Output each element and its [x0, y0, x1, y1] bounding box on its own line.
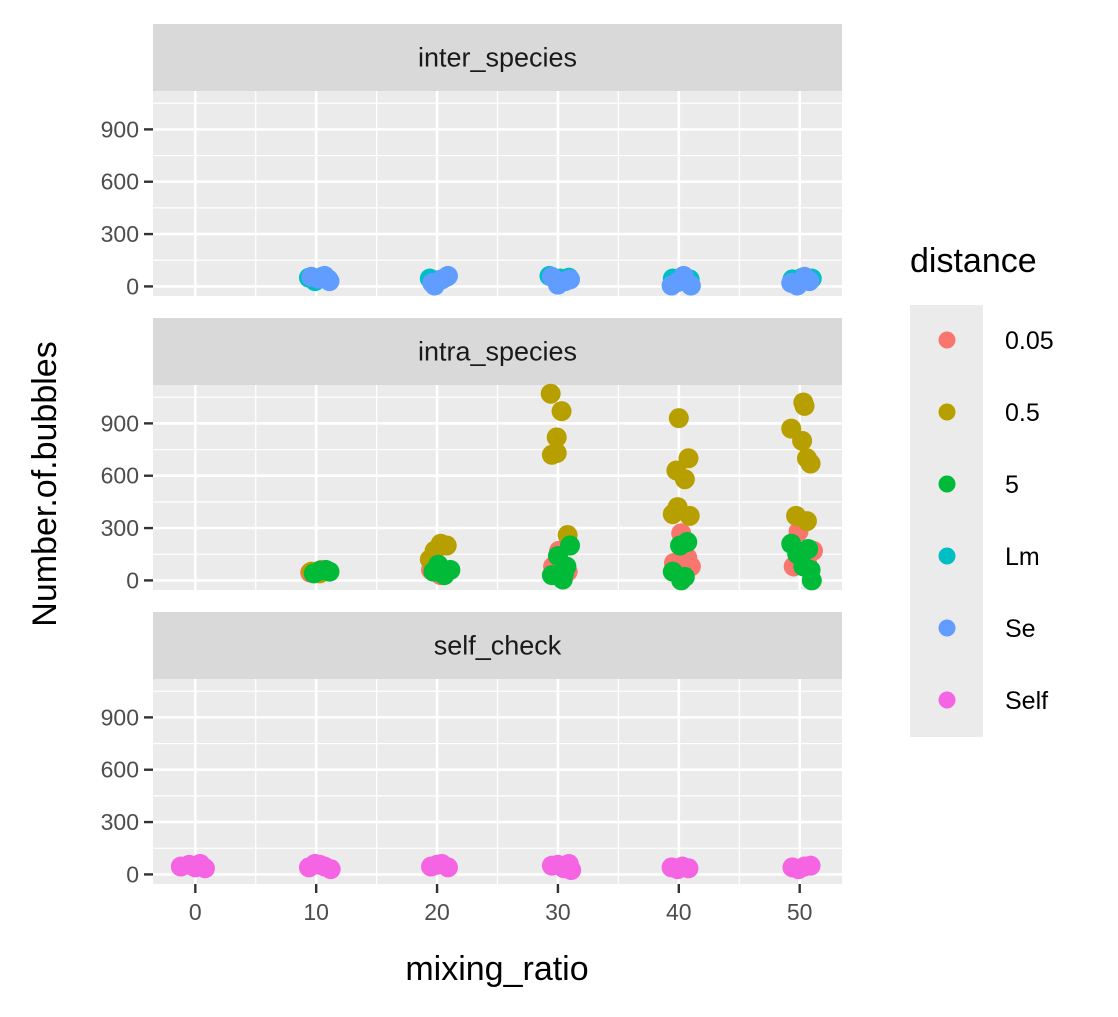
y-tick-label: 900 — [101, 116, 139, 142]
data-point — [792, 430, 813, 451]
y-axis-title: Number.of.bubbles — [26, 341, 64, 626]
legend-key-point — [938, 475, 956, 493]
legend-key-point — [938, 691, 956, 709]
legend-entry: 0.5 — [938, 399, 1040, 427]
x-axis: 0 10 20 30 40 50 — [189, 884, 813, 925]
legend-title: distance — [910, 242, 1037, 280]
legend-entry: 0.05 — [938, 327, 1054, 355]
facet-strip-label: self_check — [434, 631, 562, 661]
facet-strip — [153, 24, 842, 91]
data-point — [560, 269, 581, 290]
series-5 — [303, 532, 822, 591]
y-tick-label: 900 — [101, 410, 139, 436]
data-point — [798, 539, 819, 559]
legend-label: Se — [1005, 615, 1036, 643]
data-point — [424, 275, 445, 296]
y-tick-label: 600 — [101, 463, 139, 489]
y-tick-label: 300 — [101, 221, 139, 247]
y-tick-label: 600 — [101, 757, 139, 783]
facet-strip — [153, 612, 842, 679]
legend-key-point — [938, 331, 956, 349]
data-point — [553, 563, 574, 584]
legend-entry: Lm — [938, 543, 1040, 571]
y-tick-label: 300 — [101, 515, 139, 541]
legend-label: 0.05 — [1005, 327, 1054, 355]
data-point — [194, 858, 215, 879]
data-point — [678, 858, 699, 879]
legend-key-point — [938, 547, 956, 565]
series-se — [301, 265, 820, 296]
facet-panel-self-check: self_check 0 300 600 900 — [101, 612, 842, 887]
legend: distance 0.05 0.5 5 Lm Se Self — [910, 242, 1054, 737]
y-tick-label: 600 — [101, 169, 139, 195]
data-point — [800, 855, 821, 876]
legend-key-point — [938, 403, 956, 421]
data-point — [674, 469, 695, 490]
data-point — [440, 559, 461, 580]
data-point — [794, 395, 815, 416]
legend-key-background — [910, 305, 983, 737]
data-point — [551, 401, 572, 422]
data-point — [540, 383, 561, 404]
facet-panel-inter-species: inter_species 0 300 600 900 — [101, 24, 842, 299]
legend-entry: 5 — [938, 471, 1019, 499]
x-tick-label: 0 — [189, 899, 202, 925]
data-point — [678, 448, 699, 469]
x-tick-label: 50 — [787, 899, 813, 925]
data-point — [680, 275, 701, 296]
data-point — [801, 570, 822, 591]
data-point — [319, 561, 340, 582]
data-point — [561, 860, 582, 881]
data-point — [799, 271, 820, 292]
data-point — [796, 511, 817, 532]
legend-entry: Se — [938, 615, 1036, 643]
x-tick-label: 30 — [545, 899, 571, 925]
y-tick-label: 0 — [126, 567, 139, 593]
data-point — [546, 427, 567, 448]
data-point — [677, 532, 698, 553]
legend-entry: Self — [938, 687, 1048, 715]
panels-layer: inter_species 0 300 600 900 intra_species 0 300… — [101, 24, 842, 887]
x-tick-label: 10 — [303, 899, 329, 925]
data-point — [319, 271, 340, 292]
y-tick-label: 300 — [101, 809, 139, 835]
series-self — [170, 853, 821, 881]
legend-label: 0.5 — [1005, 399, 1040, 427]
legend-label: 5 — [1005, 471, 1019, 499]
x-tick-label: 40 — [666, 899, 692, 925]
data-point — [668, 408, 689, 429]
facet-strip-label: inter_species — [418, 43, 577, 73]
data-point — [436, 535, 457, 556]
facet-strip — [153, 318, 842, 385]
data-point — [671, 570, 692, 591]
facet-strip-label: intra_species — [418, 337, 577, 367]
y-tick-label: 0 — [126, 273, 139, 299]
legend-label: Self — [1005, 687, 1048, 715]
data-point — [679, 505, 700, 526]
data-point — [560, 535, 581, 556]
y-tick-label: 0 — [126, 861, 139, 887]
data-point — [437, 857, 458, 878]
data-point — [800, 453, 821, 474]
y-tick-label: 900 — [101, 704, 139, 730]
facet-panel-intra-species: intra_species 0 300 600 900 — [101, 318, 842, 593]
data-point — [546, 443, 567, 464]
legend-key-point — [938, 619, 956, 637]
x-axis-title: mixing_ratio — [405, 950, 588, 988]
legend-label: Lm — [1005, 543, 1040, 571]
x-tick-label: 20 — [424, 899, 450, 925]
data-point — [320, 859, 341, 880]
